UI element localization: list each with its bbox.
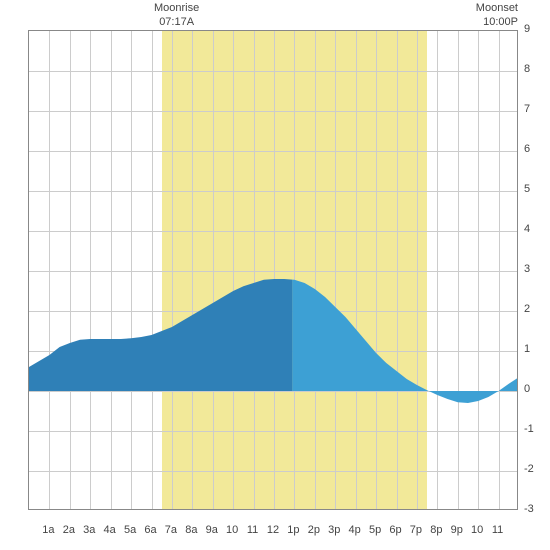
x-tick-label: 2a <box>58 524 80 536</box>
y-tick-label: 3 <box>524 263 530 275</box>
y-tick-label: 2 <box>524 303 530 315</box>
y-tick-label: 8 <box>524 63 530 75</box>
x-tick-label: 11 <box>242 524 264 536</box>
tide-area-am <box>29 279 292 391</box>
y-tick-label: 9 <box>524 23 530 35</box>
x-tick-label: 5p <box>364 524 386 536</box>
x-tick-label: 5a <box>119 524 141 536</box>
y-tick-label: 7 <box>524 103 530 115</box>
plot-area <box>28 30 518 510</box>
y-tick-label: -1 <box>524 423 534 435</box>
x-tick-label: 9a <box>201 524 223 536</box>
x-tick-label: 4a <box>99 524 121 536</box>
x-tick-label: 1a <box>37 524 59 536</box>
moonset-label-title: Moonset <box>476 1 518 15</box>
moonset-label: Moonset10:00P <box>476 1 518 30</box>
x-tick-label: 2p <box>303 524 325 536</box>
y-tick-label: 0 <box>524 383 530 395</box>
x-tick-label: 11 <box>487 524 509 536</box>
x-tick-label: 3a <box>78 524 100 536</box>
x-tick-label: 7p <box>405 524 427 536</box>
x-tick-label: 12 <box>262 524 284 536</box>
y-tick-label: 5 <box>524 183 530 195</box>
y-tick-label: 6 <box>524 143 530 155</box>
x-tick-label: 4p <box>344 524 366 536</box>
y-tick-label: -2 <box>524 463 534 475</box>
x-tick-label: 1p <box>282 524 304 536</box>
y-tick-label: 1 <box>524 343 530 355</box>
x-tick-label: 10 <box>221 524 243 536</box>
x-tick-label: 8p <box>425 524 447 536</box>
x-tick-label: 6p <box>385 524 407 536</box>
x-tick-label: 8a <box>180 524 202 536</box>
y-tick-label: -3 <box>524 503 534 515</box>
tide-chart-container: { "chart": { "type": "area", "plot": { "… <box>0 0 550 550</box>
moonrise-label-title: Moonrise <box>147 1 207 15</box>
y-tick-label: 4 <box>524 223 530 235</box>
x-tick-label: 3p <box>323 524 345 536</box>
x-tick-label: 6a <box>140 524 162 536</box>
moonset-label-time: 10:00P <box>476 15 518 29</box>
moonrise-label-time: 07:17A <box>147 15 207 29</box>
x-tick-label: 9p <box>446 524 468 536</box>
x-tick-label: 10 <box>466 524 488 536</box>
tide-area-pm <box>292 280 518 403</box>
moonrise-label: Moonrise07:17A <box>147 1 207 30</box>
x-tick-label: 7a <box>160 524 182 536</box>
tide-area <box>29 31 518 510</box>
